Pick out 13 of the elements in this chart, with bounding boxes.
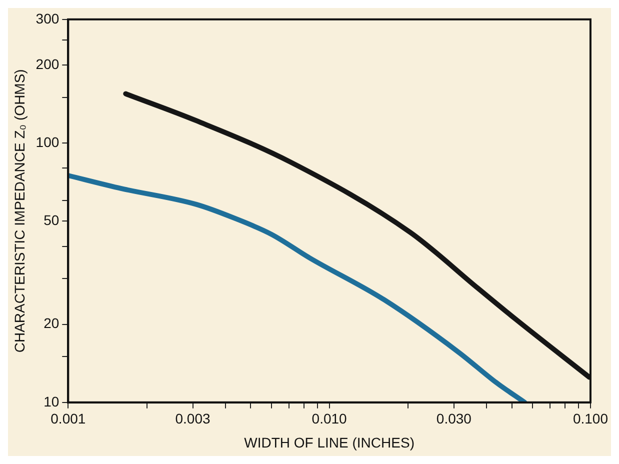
y-axis-title: CHARACTERISTIC IMPEDANCE Z₀ (OHMS) — [11, 69, 28, 353]
x-tick-label: 0.100 — [572, 410, 608, 427]
x-tick-label: 0.030 — [436, 410, 472, 427]
y-tick-label: 300 — [36, 10, 60, 26]
y-tick-label: 50 — [44, 212, 60, 228]
y-tick-label: 200 — [36, 56, 60, 72]
x-tick-label: 0.003 — [175, 410, 210, 427]
x-axis-title: WIDTH OF LINE (INCHES) — [244, 434, 414, 450]
y-tick-label: 10 — [44, 393, 60, 410]
y-tick-label: 100 — [36, 134, 60, 150]
y-tick-label: 20 — [44, 315, 60, 332]
x-tick-label: 0.010 — [312, 410, 348, 427]
x-tick-label: 0.001 — [50, 410, 86, 427]
